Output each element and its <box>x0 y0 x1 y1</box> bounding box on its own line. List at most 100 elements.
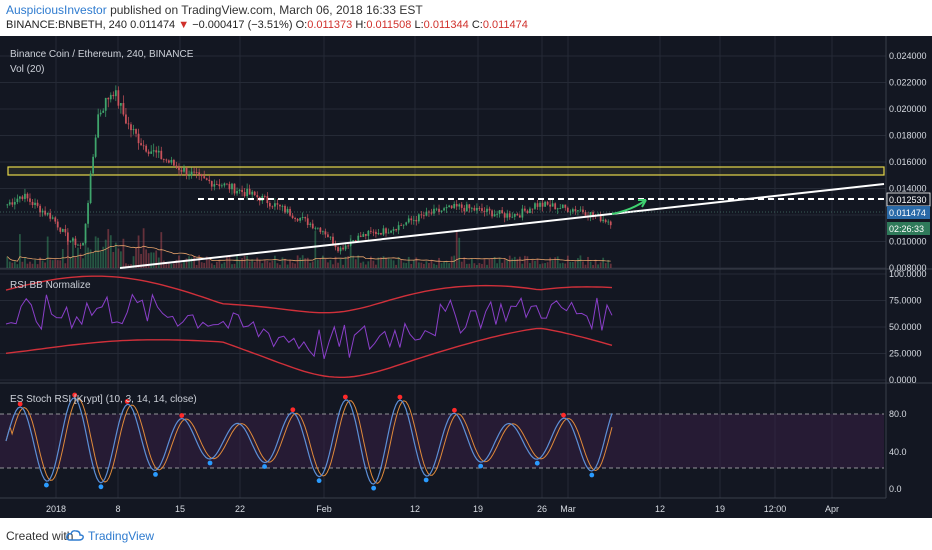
candle-body <box>491 210 493 217</box>
volume-bar <box>541 263 544 268</box>
stoch-tick-label: 80.0 <box>889 409 907 419</box>
candle-body <box>59 227 62 232</box>
volume-bar <box>223 262 226 268</box>
candle-body <box>188 175 190 177</box>
price-tick-label: 0.018000 <box>889 131 927 141</box>
candle-body <box>210 181 213 187</box>
candle-body <box>417 214 420 222</box>
green-arrow <box>611 199 647 215</box>
candle-body <box>541 202 544 207</box>
volume-bar <box>213 264 216 268</box>
rsi-tick-label: 25.0000 <box>889 349 922 359</box>
published-text: published on TradingView.com, March 06, … <box>110 3 423 17</box>
time-tick-label: Feb <box>316 504 332 514</box>
price-axis: 0.024000 0.022000 0.020000 0.018000 0.016000… <box>889 51 927 273</box>
stoch-signal-dots <box>17 392 595 491</box>
candle-body <box>483 210 486 212</box>
stoch-overbought-dot <box>290 407 296 413</box>
volume-bar <box>289 259 291 268</box>
candle-body <box>56 221 59 228</box>
volume-bar <box>501 262 504 268</box>
candle-body <box>107 97 110 100</box>
volume-bar <box>544 262 546 268</box>
candle-body <box>367 230 370 236</box>
volume-bar <box>61 248 64 268</box>
candle-body <box>114 90 117 97</box>
volume-bar <box>175 259 178 268</box>
volume-bar <box>243 255 246 268</box>
volume-bar <box>251 259 254 268</box>
candle-body <box>193 171 195 173</box>
candle-body <box>72 238 74 241</box>
volume-ma-line <box>7 245 611 263</box>
tradingview-link[interactable]: TradingView <box>88 529 155 543</box>
candle-body <box>8 202 11 205</box>
volume-bar <box>16 264 19 268</box>
candle-body <box>339 247 342 252</box>
stoch-overbought-dot <box>561 412 566 418</box>
volume-bar <box>332 264 334 268</box>
volume-bar <box>51 260 54 268</box>
candle-body <box>294 217 296 219</box>
candle-body <box>6 204 9 206</box>
volume-bar <box>218 259 221 268</box>
candle-body <box>195 172 198 173</box>
volume-bar <box>13 261 16 268</box>
volume-bar <box>428 263 430 268</box>
volume-bar <box>486 264 488 268</box>
time-tick-label: 2018 <box>46 504 66 514</box>
candle-body <box>54 217 57 222</box>
high-value: 0.011508 <box>366 19 412 31</box>
volume-bar <box>407 256 410 268</box>
price-tag-resistance: 0.012530 <box>886 192 931 207</box>
time-tick-label: 19 <box>473 504 483 514</box>
candle-body <box>395 229 397 231</box>
candle-body <box>521 208 524 218</box>
chart-canvas[interactable]: Binance Coin / Ethereum, 240, BINANCE Vo… <box>0 36 932 518</box>
stoch-oversold-dot <box>98 484 104 490</box>
volume-bar <box>440 263 443 268</box>
rsi-tick-label: 100.0000 <box>889 269 927 279</box>
candle-body <box>498 210 501 214</box>
volume-bar <box>21 261 24 268</box>
candle-body <box>263 196 266 197</box>
volume-bar <box>256 257 259 268</box>
candle-body <box>251 191 254 195</box>
author-link[interactable]: AuspiciousInvestor <box>6 3 107 17</box>
price-tick-label: 0.020000 <box>889 104 927 114</box>
volume-bar <box>354 259 357 268</box>
stoch-pane: ES Stoch RSI [Krypt] (10, 3, 14, 14, clo… <box>0 392 884 491</box>
candle-body <box>135 129 137 134</box>
candle-body <box>592 212 594 216</box>
volume-bar <box>198 255 201 268</box>
volume-bar <box>87 247 89 268</box>
volume-bar <box>450 256 453 268</box>
candle-body <box>433 208 435 214</box>
volume-bar <box>465 263 468 268</box>
volume-bar <box>334 256 337 268</box>
ohlc-line: BINANCE:BNBETH, 240 0.011474 ▼ −0.000417… <box>6 19 528 31</box>
time-axis: 2018 8 15 22 Feb 12 19 26 Mar 12 19 12:00 Apr <box>46 504 839 514</box>
candle-body <box>400 225 403 226</box>
candle-body <box>11 202 14 205</box>
volume-bar <box>445 262 448 268</box>
candle-body <box>579 209 582 211</box>
volume-bar <box>41 260 44 268</box>
volume-bar <box>54 259 57 268</box>
volume-bar <box>473 263 476 268</box>
candle-body <box>554 203 557 210</box>
candle-body <box>604 219 607 222</box>
publish-line: AuspiciousInvestor published on TradingV… <box>6 3 423 17</box>
volume-bar <box>604 263 607 268</box>
main-title: Binance Coin / Ethereum, 240, BINANCE <box>10 49 194 60</box>
volume-bar <box>284 258 286 268</box>
volume-bar <box>609 263 612 268</box>
trendline <box>119 183 885 269</box>
volume-bar <box>82 258 84 268</box>
volume-bar <box>132 256 135 268</box>
resistance-zone <box>7 166 885 176</box>
candle-body <box>511 216 514 218</box>
stoch-oversold-dot <box>589 472 595 478</box>
volume-bar <box>24 257 26 268</box>
candle-body <box>493 214 496 217</box>
